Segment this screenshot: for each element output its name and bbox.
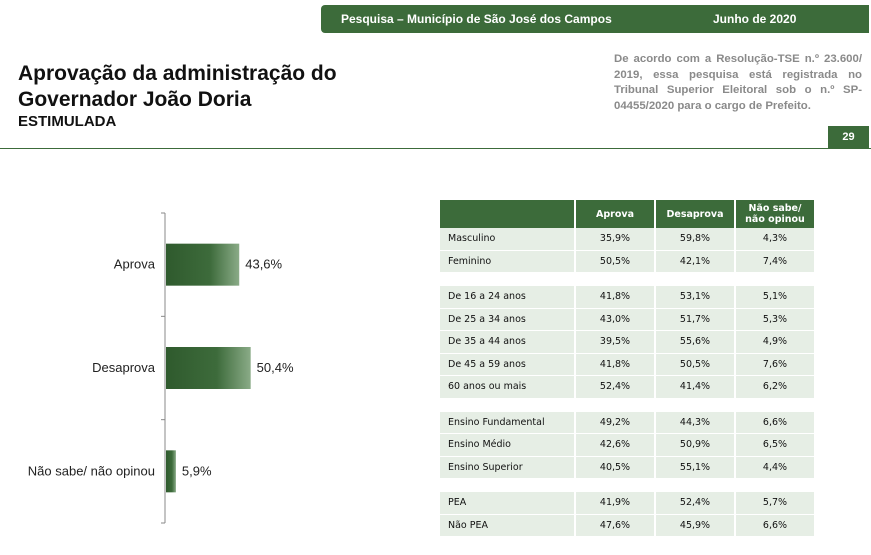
approval-bar-chart: Aprova 43,6% Desaprova 50,4% Não sabe/ não o…: [28, 212, 294, 524]
table-cell: 50,5%: [576, 250, 654, 273]
chart-category-label: Desaprova: [92, 360, 156, 375]
table-column-header: Aprova: [576, 200, 654, 228]
page-title: Aprovação da administração do Governador…: [18, 61, 337, 113]
table-column-header: Não sabe/não opinou: [736, 200, 814, 228]
table-cell: 42,1%: [656, 250, 734, 273]
chart-value-label: 43,6%: [245, 257, 282, 272]
table-group-spacer: [440, 479, 814, 492]
table-cell: 7,4%: [736, 250, 814, 273]
table-cell: 59,8%: [656, 228, 734, 251]
table-cell: 42,6%: [576, 434, 654, 457]
table-cell: 5,1%: [736, 286, 814, 309]
table-cell: 44,3%: [656, 411, 734, 434]
table-row: Ensino Fundamental 49,2% 44,3% 6,6%: [440, 411, 814, 434]
chart-bar: [166, 243, 240, 286]
table-row-label: Ensino Fundamental: [440, 411, 574, 434]
table-cell: 5,7%: [736, 492, 814, 515]
table-row-label: Não PEA: [440, 514, 574, 537]
table-row: De 45 a 59 anos 41,8% 50,5% 7,6%: [440, 353, 814, 376]
table-row-label: Ensino Superior: [440, 456, 574, 479]
table-cell: 41,4%: [656, 376, 734, 399]
table-row: De 16 a 24 anos 41,8% 53,1% 5,1%: [440, 286, 814, 309]
page-subtitle: ESTIMULADA: [18, 113, 117, 130]
table-cell: 41,8%: [576, 286, 654, 309]
title-line-1: Aprovação da administração do: [18, 62, 337, 85]
table-cell: 45,9%: [656, 514, 734, 537]
table-row: Não PEA 47,6% 45,9% 6,6%: [440, 514, 814, 537]
table-cell: 52,4%: [576, 376, 654, 399]
table-cell: 5,3%: [736, 308, 814, 331]
table-cell: 4,4%: [736, 456, 814, 479]
table-cell: 43,0%: [576, 308, 654, 331]
table-cell: 53,1%: [656, 286, 734, 309]
table-row: Ensino Superior 40,5% 55,1% 4,4%: [440, 456, 814, 479]
table-row: De 35 a 44 anos 39,5% 55,6% 4,9%: [440, 331, 814, 354]
table-row-label: Feminino: [440, 250, 574, 273]
table-row-label: De 35 a 44 anos: [440, 331, 574, 354]
legal-notice: De acordo com a Resolução-TSE n.º 23.600…: [614, 53, 862, 112]
table-row: Feminino 50,5% 42,1% 7,4%: [440, 250, 814, 273]
table-cell: 40,5%: [576, 456, 654, 479]
table-row-label: Masculino: [440, 228, 574, 251]
breakdown-table: Aprova Desaprova Não sabe/não opinou Mascu…: [438, 200, 816, 537]
table-column-header: [440, 200, 574, 228]
chart-value-label: 50,4%: [257, 360, 294, 375]
table-row-label: 60 anos ou mais: [440, 376, 574, 399]
chart-value-label: 5,9%: [182, 463, 212, 478]
table-cell: 6,2%: [736, 376, 814, 399]
table-cell: 47,6%: [576, 514, 654, 537]
table-row: 60 anos ou mais 52,4% 41,4% 6,2%: [440, 376, 814, 399]
table-group-spacer: [440, 273, 814, 286]
table-column-header: Desaprova: [656, 200, 734, 228]
table-cell: 50,9%: [656, 434, 734, 457]
table-cell: 39,5%: [576, 331, 654, 354]
table-cell: 7,6%: [736, 353, 814, 376]
table-cell: 50,5%: [656, 353, 734, 376]
table-header-row: Aprova Desaprova Não sabe/não opinou: [440, 200, 814, 228]
table-cell: 6,6%: [736, 514, 814, 537]
table-row-label: De 45 a 59 anos: [440, 353, 574, 376]
table-cell: 49,2%: [576, 411, 654, 434]
table-row: Masculino 35,9% 59,8% 4,3%: [440, 228, 814, 251]
table-cell: 52,4%: [656, 492, 734, 515]
header-bar: Pesquisa – Município de São José dos Cam…: [321, 5, 869, 33]
table-row-label: Ensino Médio: [440, 434, 574, 457]
chart-category-label: Aprova: [114, 257, 156, 272]
table-cell: 41,8%: [576, 353, 654, 376]
table-row: Ensino Médio 42,6% 50,9% 6,5%: [440, 434, 814, 457]
table-cell: 55,1%: [656, 456, 734, 479]
table-row: De 25 a 34 anos 43,0% 51,7% 5,3%: [440, 308, 814, 331]
header-divider: [0, 148, 871, 149]
table-cell: 41,9%: [576, 492, 654, 515]
title-line-2: Governador João Doria: [18, 88, 252, 111]
table-cell: 6,5%: [736, 434, 814, 457]
table-cell: 4,3%: [736, 228, 814, 251]
chart-bar: [166, 450, 176, 493]
table-cell: 6,6%: [736, 411, 814, 434]
table-row-label: PEA: [440, 492, 574, 515]
table-cell: 35,9%: [576, 228, 654, 251]
table-row: PEA 41,9% 52,4% 5,7%: [440, 492, 814, 515]
date-label: Junho de 2020: [713, 12, 797, 26]
table-row-label: De 25 a 34 anos: [440, 308, 574, 331]
table-cell: 51,7%: [656, 308, 734, 331]
table-row-label: De 16 a 24 anos: [440, 286, 574, 309]
table-cell: 4,9%: [736, 331, 814, 354]
chart-category-label: Não sabe/ não opinou: [28, 463, 155, 478]
page-number: 29: [828, 126, 869, 148]
chart-bar: [166, 347, 251, 389]
survey-label: Pesquisa – Município de São José dos Cam…: [341, 12, 612, 26]
table-cell: 55,6%: [656, 331, 734, 354]
table-group-spacer: [440, 399, 814, 412]
